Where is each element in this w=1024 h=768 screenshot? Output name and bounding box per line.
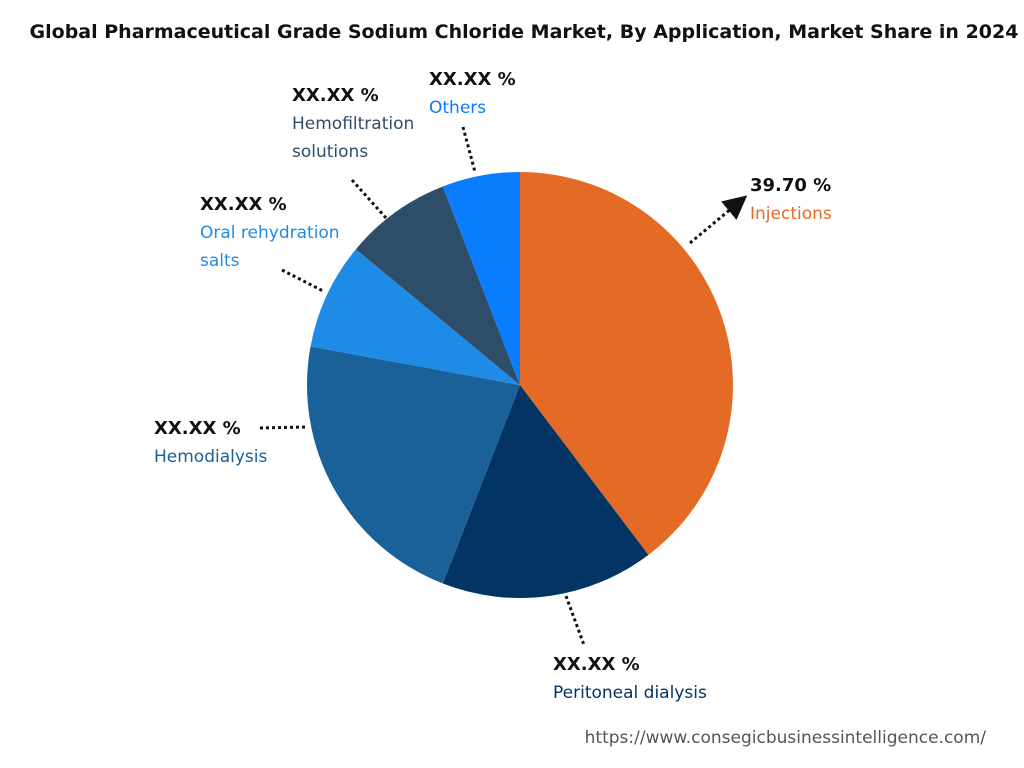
category-label: Others <box>429 98 487 118</box>
leader-line <box>281 268 324 293</box>
leader-line <box>689 195 748 245</box>
chart-title: Global Pharmaceutical Grade Sodium Chlor… <box>30 21 1019 43</box>
slice-label: XX.XX % Hemofiltration solutions <box>292 82 432 166</box>
leader-line <box>350 178 388 220</box>
category-label: Peritoneal dialysis <box>553 683 707 703</box>
leaders <box>259 126 748 646</box>
slice-label: XX.XX % Peritoneal dialysis <box>553 651 773 707</box>
category-label: Hemodialysis <box>154 447 268 467</box>
pie-slice <box>310 249 520 385</box>
pie-slice <box>307 346 520 584</box>
value-label: 39.70 % <box>750 175 832 196</box>
slice-label: XX.XX % Oral rehydration salts <box>200 191 360 275</box>
leader-line <box>461 126 477 173</box>
slice-label: XX.XX % Others <box>429 66 549 122</box>
slice-label: 39.70 % Injections <box>750 172 950 228</box>
value-label: XX.XX % <box>292 85 379 106</box>
pie-slice <box>520 172 734 555</box>
category-label: Hemofiltration solutions <box>292 114 415 162</box>
value-label: XX.XX % <box>154 418 241 439</box>
category-label: Oral rehydration salts <box>200 223 340 271</box>
source: https://www.consegicbusinessintelligence… <box>585 728 987 748</box>
category-label: Injections <box>750 204 832 224</box>
slice-label: XX.XX % Hemodialysis <box>154 415 314 471</box>
leader-line <box>564 595 586 646</box>
value-label: XX.XX % <box>200 194 287 215</box>
pie-slice <box>442 385 649 599</box>
value-label: XX.XX % <box>429 69 516 90</box>
value-label: XX.XX % <box>553 654 640 675</box>
leader-line <box>259 425 306 430</box>
pie-slice <box>355 186 520 385</box>
pie-slice <box>442 172 520 385</box>
